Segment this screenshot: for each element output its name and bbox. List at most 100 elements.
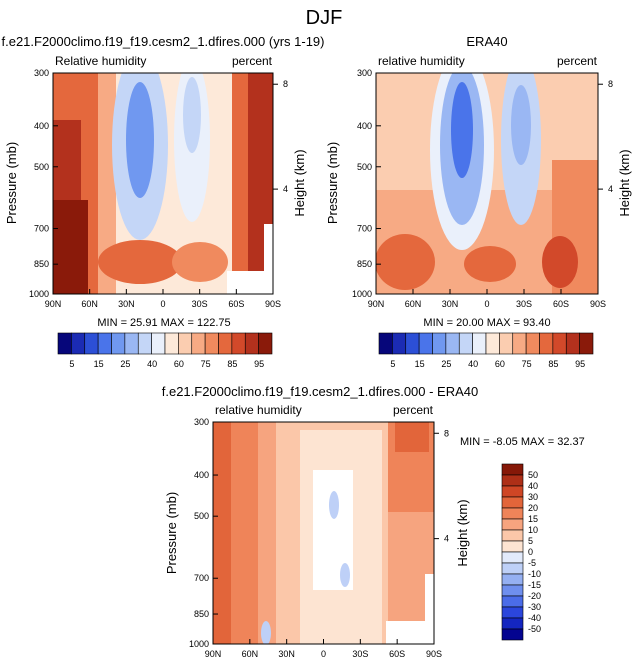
y-axis-title: Pressure (mb) [4, 142, 19, 224]
contour-band [329, 491, 339, 519]
colorbar-swatch [501, 595, 524, 608]
axes: 90N 60N 30N 0 30S 60S 90S 300 400 500 700 850 1000 8 4 [352, 68, 613, 309]
colorbar-label: 5 [390, 359, 395, 369]
missing-region [425, 574, 434, 621]
colorbar-label: -40 [528, 613, 541, 623]
colorbar-label: 30 [528, 492, 538, 502]
x-tick-label: 60N [242, 649, 259, 659]
y-tick-label: 700 [34, 224, 49, 234]
contour-band [464, 246, 516, 282]
colorbar-label: 50 [528, 470, 538, 480]
panel-difference: f.e21.F2000climo.f19_f19.cesm2_1.dfires.… [162, 384, 585, 659]
stats-label: MIN = 25.91 MAX = 122.75 [97, 317, 230, 329]
contour-band [395, 422, 429, 452]
y2-tick-label: 8 [608, 79, 613, 89]
colorbar-swatch [244, 332, 259, 355]
colorbar-swatch [231, 332, 246, 355]
colorbar-swatch [501, 617, 524, 630]
missing-region [264, 224, 273, 271]
contour-band [511, 85, 531, 165]
colorbar-swatch [164, 332, 179, 355]
colorbar-label: 60 [495, 359, 505, 369]
contour-band [172, 242, 228, 282]
colorbar-label: 85 [227, 359, 237, 369]
y-tick-label: 500 [34, 162, 49, 172]
colorbar-label: 75 [201, 359, 211, 369]
colorbar-label: 85 [548, 359, 558, 369]
contour-band [183, 77, 201, 153]
colorbar-swatch [111, 332, 126, 355]
colorbar-swatch [378, 332, 393, 355]
y-tick-label: 300 [357, 68, 372, 78]
colorbar-label: -5 [528, 558, 536, 568]
variable-label: Relative humidity [55, 54, 146, 68]
x-tick-label: 60N [405, 299, 422, 309]
colorbar-swatch [151, 332, 166, 355]
colorbar-swatch [579, 332, 594, 355]
x-tick-label: 30N [278, 649, 295, 659]
colorbar-swatch [445, 332, 460, 355]
contour-band [340, 563, 350, 587]
x-tick-label: 90S [426, 649, 442, 659]
colorbar-swatch [539, 332, 554, 355]
colorbar-swatch [501, 518, 524, 531]
colorbar-swatch [501, 540, 524, 553]
colorbar-swatch [565, 332, 580, 355]
missing-region [386, 621, 434, 644]
colorbar-swatch [124, 332, 139, 355]
x-tick-label: 90S [590, 299, 606, 309]
axes: 90N 60N 30N 0 30S 60S 90S 300 400 500 700 850 1000 8 4 [189, 417, 449, 659]
colorbar-label: 25 [441, 359, 451, 369]
y2-tick-label: 4 [283, 184, 288, 194]
colorbar-swatch [405, 332, 420, 355]
y-tick-label: 850 [194, 609, 209, 619]
panel-title: f.e21.F2000climo.f19_f19.cesm2_1.dfires.… [1, 34, 324, 49]
contour-field [53, 73, 273, 294]
x-tick-label: 90S [265, 299, 281, 309]
y-tick-label: 300 [34, 68, 49, 78]
colorbar-swatch [501, 584, 524, 597]
y-tick-label: 400 [34, 121, 49, 131]
colorbar-swatch [501, 529, 524, 542]
x-tick-label: 60S [228, 299, 244, 309]
units-label: percent [232, 54, 273, 68]
colorbar-swatch [204, 332, 219, 355]
units-label: percent [557, 54, 598, 68]
x-tick-label: 0 [484, 299, 489, 309]
contour-band [451, 82, 473, 178]
colorbar-swatch [392, 332, 407, 355]
contour-band [213, 422, 231, 644]
contour-band [376, 234, 435, 290]
colorbar-label: 0 [528, 547, 533, 557]
y-tick-label: 850 [357, 259, 372, 269]
colorbar-swatch [552, 332, 567, 355]
y-axis-title: Pressure (mb) [325, 142, 340, 224]
variable-label: relative humidity [378, 54, 465, 68]
colorbar-swatch [485, 332, 500, 355]
y2-tick-label: 8 [444, 428, 449, 438]
y2-tick-label: 4 [444, 534, 449, 544]
colorbar-label: -50 [528, 624, 541, 634]
colorbar-label: 15 [94, 359, 104, 369]
contour-band [542, 236, 578, 288]
y-tick-label: 400 [357, 121, 372, 131]
colorbar-swatch [458, 332, 473, 355]
colorbar-swatch [501, 474, 524, 487]
contour-band [258, 422, 276, 644]
x-tick-label: 90N [45, 299, 62, 309]
colorbar-label: 75 [522, 359, 532, 369]
colorbar-swatch [501, 463, 524, 476]
colorbar: 5 15 25 40 60 75 85 95 [378, 332, 594, 369]
colorbar-swatch [137, 332, 152, 355]
x-tick-label: 60N [81, 299, 98, 309]
axes: 90N 60N 30N 0 30S 60S 90S 300 400 500 700 850 1000 8 4 [29, 68, 288, 309]
colorbar-swatch [501, 507, 524, 520]
colorbar-label: 40 [528, 481, 538, 491]
x-tick-label: 30N [442, 299, 459, 309]
missing-region [227, 271, 273, 294]
colorbar-label: 10 [528, 525, 538, 535]
colorbar-swatch [57, 332, 72, 355]
y2-axis-title: Height (km) [292, 149, 307, 216]
x-tick-label: 0 [321, 649, 326, 659]
x-tick-label: 30S [192, 299, 208, 309]
